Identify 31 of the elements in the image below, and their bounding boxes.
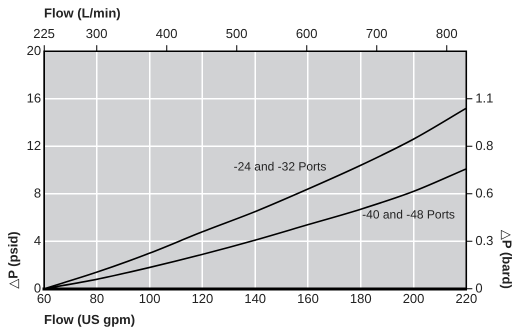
x-tick-label: 100 bbox=[138, 291, 160, 306]
y-tick-label: 8 bbox=[34, 185, 42, 200]
x2-tick-label: 600 bbox=[296, 26, 318, 41]
x2-tick-label: 500 bbox=[226, 26, 248, 41]
y2-tick-label: 1.1 bbox=[475, 90, 494, 106]
y-tick-label: 16 bbox=[26, 90, 42, 106]
x2-axis-title: Flow (L/min) bbox=[44, 5, 121, 20]
x-axis-title: Flow (US gpm) bbox=[44, 312, 136, 327]
x2-tick-label: 800 bbox=[436, 26, 458, 41]
x-tick-label: 220 bbox=[455, 291, 478, 306]
x2-tick-label: 225 bbox=[33, 26, 55, 41]
x-tick-label: 180 bbox=[350, 291, 372, 306]
series-label: -24 and -32 Ports bbox=[234, 159, 326, 174]
x2-tick-label: 400 bbox=[156, 26, 178, 41]
y-tick-label: 20 bbox=[26, 42, 42, 58]
y2-tick-label: 0.8 bbox=[475, 138, 494, 153]
x2-tick-label: 700 bbox=[366, 26, 388, 41]
y2-tick-label: 0.3 bbox=[475, 232, 494, 248]
y-tick-label: 12 bbox=[26, 138, 42, 153]
x-tick-label: 80 bbox=[90, 291, 104, 306]
x-tick-label: 200 bbox=[402, 291, 424, 306]
x-tick-label: 140 bbox=[244, 291, 266, 306]
y-axis-title: △P (psid) bbox=[5, 231, 20, 289]
y2-tick-label: 0.6 bbox=[475, 185, 494, 200]
x2-tick-label: 300 bbox=[86, 26, 108, 41]
y-tick-label: 4 bbox=[34, 232, 42, 248]
y2-tick-label: 0 bbox=[475, 280, 483, 296]
y2-axis-title: △P (bard) bbox=[500, 230, 515, 289]
x-tick-label: 120 bbox=[192, 291, 214, 306]
series-label: -40 and -48 Ports bbox=[362, 208, 455, 222]
x-tick-label: 160 bbox=[297, 291, 319, 306]
